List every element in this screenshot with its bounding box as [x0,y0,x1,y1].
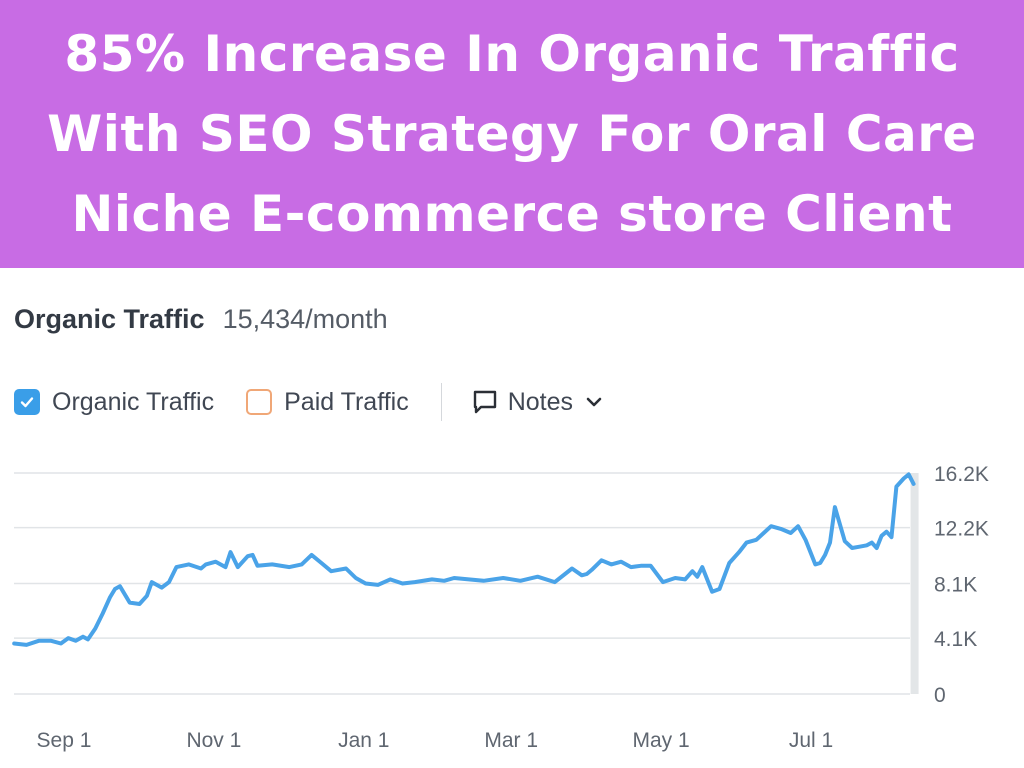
legend: Organic Traffic Paid Traffic Notes [14,383,613,421]
paid-traffic-label: Paid Traffic [284,387,409,416]
banner-line-1: 85% Increase In Organic Traffic [64,25,960,83]
notes-dropdown[interactable]: Notes [472,388,613,417]
hover-cursor [910,473,919,694]
legend-divider [440,383,442,421]
x-tick-label: Jul 1 [789,729,833,752]
metric-label: Organic Traffic [14,304,205,334]
metric-summary: Organic Traffic 15,434/month [14,304,388,335]
notes-label: Notes [507,387,574,416]
x-axis-labels: Sep 1 Nov 1 Jan 1 Mar 1 May 1 Jul 1 [37,729,834,752]
banner-title: 85% Increase In Organic Traffic With SEO… [22,14,1002,254]
banner: 85% Increase In Organic Traffic With SEO… [0,0,1024,268]
y-tick-label: 12.2K [934,518,989,541]
y-tick-label: 16.2K [934,463,989,486]
speech-bubble-icon [473,390,496,414]
banner-line-2: With SEO Strategy For Oral Care [47,105,977,163]
x-tick-label: Mar 1 [484,729,538,752]
paid-traffic-checkbox[interactable] [246,389,273,415]
checkmark-icon [20,397,34,408]
organic-traffic-checkbox[interactable] [14,389,40,415]
organic-traffic-line [12,472,916,647]
organic-traffic-label: Organic Traffic [52,387,215,416]
banner-line-3: Niche E-commerce store Client [71,185,953,243]
y-tick-label: 4.1K [934,628,977,651]
x-tick-label: Nov 1 [186,729,241,752]
y-tick-label: 0 [934,684,946,707]
x-tick-label: May 1 [633,729,690,752]
legend-organic-traffic[interactable]: Organic Traffic [14,388,214,417]
y-tick-label: 8.1K [934,574,977,597]
x-tick-label: Sep 1 [37,729,92,752]
y-axis-labels: 0 4.1K 8.1K 12.2K 16.2K [934,463,989,707]
legend-paid-traffic[interactable]: Paid Traffic [246,388,409,417]
chevron-down-icon [586,397,602,407]
organic-traffic-chart: 0 4.1K 8.1K 12.2K 16.2K Sep 1 Nov 1 Jan 1 Mar 1… [12,463,989,752]
metric-value: 15,434/month [222,304,388,334]
x-tick-label: Jan 1 [338,729,389,752]
chart-grid [14,472,910,695]
